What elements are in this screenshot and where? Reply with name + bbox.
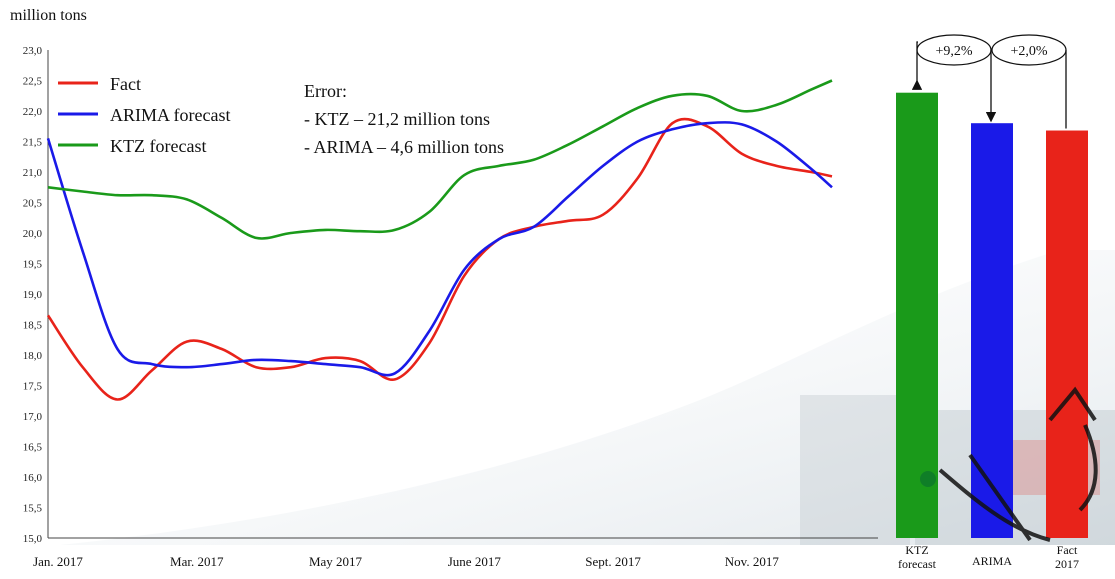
bar-category-labels: KTZ forecast ARIMA Fact 2017 (898, 543, 1079, 571)
bars (896, 92, 1088, 538)
legend-label-fact: Fact (110, 74, 141, 94)
bar-label-arima: ARIMA (972, 554, 1012, 568)
comparison-label: +9,2% (935, 44, 972, 59)
x-axis: Jan. 2017 Mar. 2017 May 2017 June 2017 Sept.… (33, 537, 878, 569)
y-tick-label: 19,0 (23, 289, 43, 301)
y-tick-label: 18,0 (23, 350, 43, 362)
y-tick-label: 20,5 (23, 198, 43, 210)
x-tick-label: Mar. 2017 (170, 554, 224, 569)
legend-label-arima-forecast: ARIMA forecast (110, 105, 230, 125)
legend-label-ktz-forecast: KTZ forecast (110, 136, 206, 156)
x-tick-label: Sept. 2017 (585, 554, 641, 569)
error-annotation: Error: - KTZ – 21,2 million tons - ARIMA –… (304, 81, 504, 157)
line-chart: million tons 15,0 15,5 16,0 16,5 17,0 17,5 18,… (10, 7, 878, 569)
error-note-line: - ARIMA – 4,6 million tons (304, 137, 504, 157)
bar-fact-2017 (1046, 130, 1088, 538)
x-tick-label: Nov. 2017 (725, 554, 780, 569)
watermark-stamp (920, 386, 1098, 542)
y-tick-label: 15,5 (23, 503, 43, 515)
y-axis: 15,0 15,5 16,0 16,5 17,0 17,5 18,0 18,5 19,0 19,5… (23, 45, 49, 545)
series-lines (46, 79, 833, 401)
series-line-fact (46, 117, 833, 401)
legend: Fact ARIMA forecast KTZ forecast (58, 74, 230, 156)
bar-label-ktz-forecast: KTZ forecast (898, 543, 937, 571)
comparison-callouts: +9,2% +2,0% (911, 34, 1067, 129)
bar-arima (971, 123, 1013, 538)
y-tick-label: 19,5 (23, 259, 43, 271)
background-train-image (60, 250, 1115, 545)
y-tick-label: 16,5 (23, 442, 43, 454)
y-tick-label: 20,0 (23, 228, 43, 240)
bar-chart: KTZ forecast ARIMA Fact 2017 +9,2% +2,0% (896, 34, 1088, 571)
x-tick-label: Jan. 2017 (33, 554, 83, 569)
y-tick-label: 17,0 (23, 411, 43, 423)
y-tick-label: 23,0 (23, 45, 43, 57)
series-line-arima-forecast (46, 121, 833, 377)
bar-label-fact-2017: Fact 2017 (1055, 543, 1079, 571)
bar-ktz-forecast (896, 92, 938, 538)
y-tick-label: 21,0 (23, 167, 43, 179)
comparison-arrow (911, 41, 923, 90)
y-tick-label: 21,5 (23, 137, 43, 149)
y-tick-label: 16,0 (23, 472, 43, 484)
x-tick-label: May 2017 (309, 554, 363, 569)
error-note-line: Error: (304, 81, 347, 101)
error-note-line: - KTZ – 21,2 million tons (304, 109, 490, 129)
x-tick-label: June 2017 (448, 554, 502, 569)
y-tick-label: 17,5 (23, 381, 43, 393)
y-axis-unit-label: million tons (10, 7, 87, 24)
y-tick-label: 15,0 (23, 533, 43, 545)
y-tick-label: 22,5 (23, 76, 43, 88)
y-tick-label: 18,5 (23, 320, 43, 332)
series-line-ktz-forecast (47, 79, 833, 240)
y-tick-label: 22,0 (23, 106, 43, 118)
comparison-label: +2,0% (1010, 44, 1047, 59)
